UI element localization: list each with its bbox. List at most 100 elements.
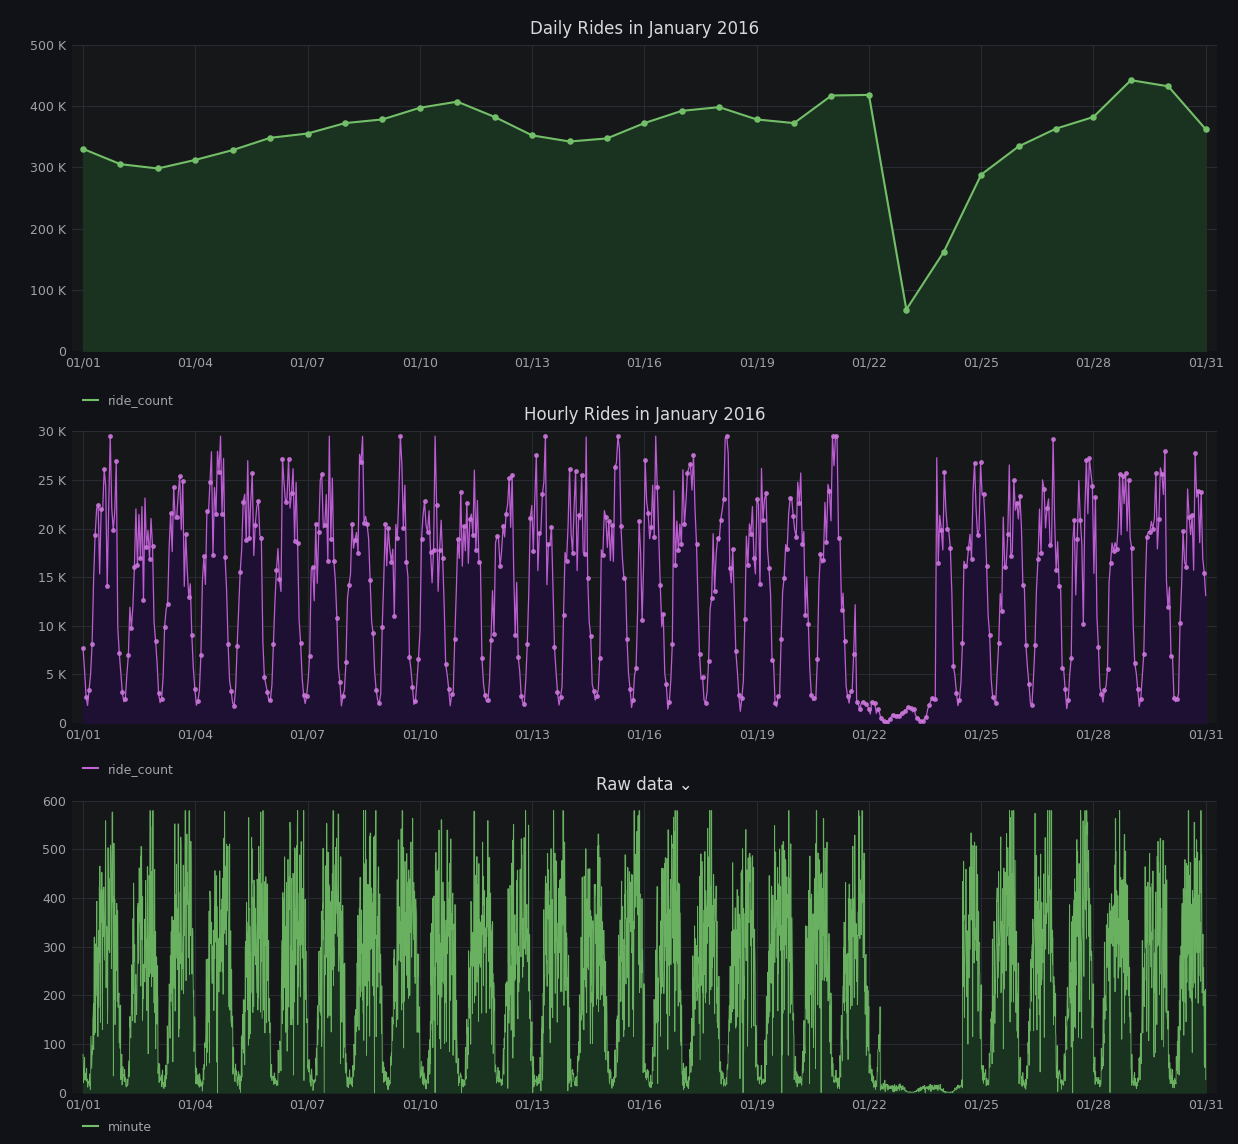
Point <box>1140 523 1160 541</box>
Point <box>1083 108 1103 126</box>
Point <box>385 606 405 625</box>
Point <box>1158 598 1177 617</box>
Point <box>285 532 305 550</box>
Point <box>985 693 1005 712</box>
Point <box>119 646 139 665</box>
Point <box>690 645 709 664</box>
Point <box>1164 689 1184 707</box>
Point <box>817 533 837 551</box>
Point <box>916 708 936 726</box>
Point <box>790 493 810 511</box>
Point <box>184 680 204 698</box>
Point <box>1185 444 1205 462</box>
Point <box>394 519 413 538</box>
Point <box>563 543 583 562</box>
Point <box>212 505 232 523</box>
Point <box>608 427 628 445</box>
Point <box>784 507 803 525</box>
Point <box>465 541 485 559</box>
Point <box>974 485 994 503</box>
Point <box>1146 464 1166 483</box>
Point <box>557 551 577 570</box>
Point <box>206 505 225 523</box>
Point <box>520 508 540 526</box>
Point <box>784 114 803 133</box>
Point <box>243 464 262 483</box>
Point <box>1182 507 1202 525</box>
Point <box>925 690 945 708</box>
Point <box>1067 530 1087 548</box>
Point <box>998 525 1018 543</box>
Point <box>868 700 888 718</box>
Point <box>282 484 302 502</box>
Point <box>522 126 542 144</box>
Point <box>335 653 355 672</box>
Point <box>228 636 248 654</box>
Point <box>1088 638 1108 657</box>
Point <box>605 458 625 476</box>
Point <box>369 694 389 713</box>
Point <box>1028 550 1047 569</box>
Point <box>1010 486 1030 505</box>
Point <box>623 691 643 709</box>
Point <box>931 521 951 539</box>
Point <box>176 525 196 543</box>
Point <box>209 462 229 480</box>
Point <box>1134 645 1154 664</box>
Point <box>896 301 916 319</box>
Point <box>222 682 241 700</box>
Point <box>121 619 141 637</box>
Point <box>792 535 812 554</box>
Point <box>895 701 915 720</box>
Point <box>644 529 664 547</box>
Point <box>448 530 468 548</box>
Point <box>560 133 579 151</box>
Point <box>194 547 214 565</box>
Point <box>272 450 292 468</box>
Point <box>765 694 785 713</box>
Point <box>589 649 609 667</box>
Point <box>1103 542 1123 561</box>
Point <box>1107 540 1127 558</box>
Point <box>230 563 250 581</box>
Point <box>415 492 435 510</box>
Point <box>472 649 491 667</box>
Point <box>719 558 739 577</box>
Point <box>1098 660 1118 678</box>
Point <box>1176 558 1196 577</box>
Point <box>109 644 129 662</box>
Point <box>662 635 682 653</box>
Point <box>859 86 879 104</box>
Point <box>886 707 906 725</box>
Point <box>738 556 758 574</box>
Point <box>1071 510 1091 529</box>
Point <box>125 558 145 577</box>
Point <box>907 709 927 728</box>
Point <box>358 515 378 533</box>
Point <box>312 464 332 483</box>
Point <box>578 569 598 587</box>
Point <box>331 673 350 691</box>
Legend: minute: minute <box>78 1115 157 1138</box>
Point <box>774 569 794 587</box>
Point <box>236 531 256 549</box>
Point <box>666 556 686 574</box>
Point <box>188 692 208 710</box>
Point <box>360 571 380 589</box>
Point <box>1052 659 1072 677</box>
Point <box>614 570 634 588</box>
Point <box>560 460 579 478</box>
Point <box>333 686 353 705</box>
Point <box>704 582 724 601</box>
Point <box>717 427 737 445</box>
Point <box>1037 499 1057 517</box>
Point <box>218 635 238 653</box>
Point <box>901 699 921 717</box>
Point <box>276 493 296 511</box>
Point <box>1109 464 1129 483</box>
Point <box>1161 646 1181 665</box>
Point <box>264 635 284 653</box>
Point <box>335 114 355 133</box>
Point <box>73 639 93 658</box>
Point <box>1050 577 1070 595</box>
